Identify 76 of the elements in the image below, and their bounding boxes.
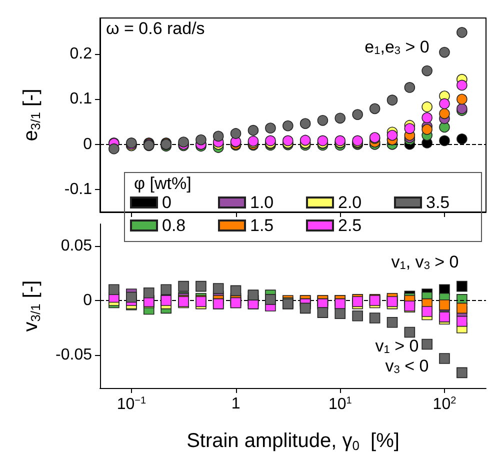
point xyxy=(439,108,450,120)
y-tick-label: 0.05 xyxy=(60,237,92,254)
point xyxy=(422,112,432,124)
point xyxy=(422,124,432,135)
point xyxy=(265,294,276,305)
y-axis-title: v3/1 [-] xyxy=(20,280,43,332)
point xyxy=(178,136,189,148)
point xyxy=(248,124,259,136)
point xyxy=(265,122,276,134)
point xyxy=(334,112,346,124)
legend-label: 2.5 xyxy=(338,216,362,235)
annotation: ω = 0.6 rad/s xyxy=(106,19,205,38)
y-tick-label: 0 xyxy=(83,136,92,153)
point xyxy=(317,115,328,126)
point xyxy=(404,82,416,93)
legend-label: 1.0 xyxy=(250,193,274,212)
point xyxy=(404,326,416,338)
y-tick-label: 0.1 xyxy=(70,90,92,108)
point xyxy=(439,98,450,110)
point xyxy=(230,285,242,296)
legend-label: 2.0 xyxy=(338,193,362,212)
point xyxy=(369,103,380,114)
point xyxy=(282,135,294,146)
legend-label: 0.8 xyxy=(162,216,186,235)
point xyxy=(300,302,311,314)
point xyxy=(317,135,328,146)
legend-label: 3.5 xyxy=(426,193,450,212)
point xyxy=(456,302,468,314)
point xyxy=(456,134,468,144)
x-tick-label: 1 xyxy=(231,396,240,412)
point xyxy=(422,306,432,317)
y-axis-title: e3/1 [-] xyxy=(20,88,43,142)
point xyxy=(422,101,432,112)
point xyxy=(456,367,468,378)
legend-label: 1.5 xyxy=(250,216,274,235)
point xyxy=(386,317,398,328)
y-tick-label: -0.05 xyxy=(56,346,92,364)
point xyxy=(439,46,450,58)
point xyxy=(456,94,468,105)
legend-label: 0 xyxy=(162,193,172,212)
point xyxy=(352,109,363,120)
point xyxy=(386,130,398,141)
point xyxy=(160,284,172,295)
y-tick-label: -0.1 xyxy=(64,180,92,198)
legend-title: φ [wt%] xyxy=(134,174,192,193)
point xyxy=(212,283,224,294)
point xyxy=(108,143,120,154)
point xyxy=(456,280,468,292)
point xyxy=(404,123,416,134)
point xyxy=(422,65,432,76)
point xyxy=(108,284,120,295)
point xyxy=(369,312,380,324)
point xyxy=(212,130,224,142)
point xyxy=(300,134,311,146)
point xyxy=(178,280,189,292)
point xyxy=(265,135,276,146)
point xyxy=(439,353,450,364)
point xyxy=(439,312,450,322)
point xyxy=(386,94,398,106)
point xyxy=(334,308,346,320)
point xyxy=(422,338,432,350)
point xyxy=(196,134,206,146)
y-tick-label: 0 xyxy=(83,292,92,310)
point xyxy=(439,135,450,146)
point xyxy=(230,128,242,139)
point xyxy=(456,80,468,91)
point xyxy=(196,280,206,292)
point xyxy=(143,287,154,298)
point xyxy=(456,316,468,327)
point xyxy=(456,27,468,38)
point xyxy=(300,118,311,129)
point xyxy=(352,310,363,322)
y-tick-label: 0.2 xyxy=(70,46,92,63)
point xyxy=(282,120,294,132)
point xyxy=(126,292,137,303)
point xyxy=(317,307,328,318)
